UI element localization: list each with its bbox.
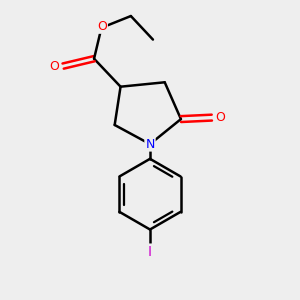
Text: I: I bbox=[148, 244, 152, 259]
Text: O: O bbox=[97, 20, 107, 33]
Text: O: O bbox=[50, 60, 59, 73]
Text: O: O bbox=[215, 111, 225, 124]
Text: N: N bbox=[145, 138, 155, 151]
